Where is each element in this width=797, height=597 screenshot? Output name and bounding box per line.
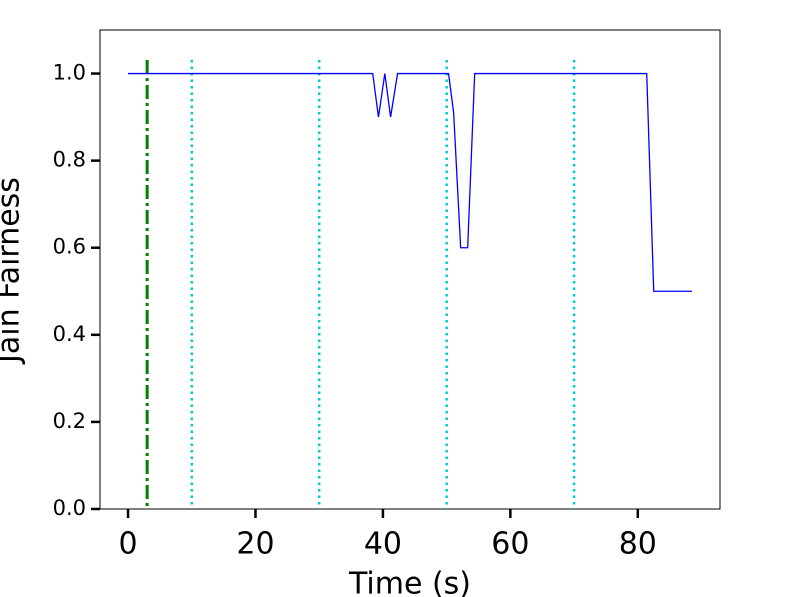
y-tick-label: 1.0	[53, 61, 86, 85]
data-line	[128, 72, 692, 292]
y-axis-label: Jain Fairness	[0, 177, 27, 365]
x-tick-label: 80	[619, 527, 657, 562]
x-tick-label: 60	[491, 527, 529, 562]
plot-frame	[99, 29, 721, 510]
x-tick-label: 0	[118, 527, 137, 562]
x-tick-label: 40	[364, 527, 402, 562]
y-tick-label: 0.2	[53, 409, 86, 433]
y-tick-label: 0.6	[53, 235, 86, 259]
y-tick-label: 0.8	[53, 148, 86, 172]
x-tick-label: 20	[236, 527, 274, 562]
x-axis-label: Time (s)	[348, 567, 471, 597]
y-tick-label: 0.0	[53, 496, 86, 520]
y-tick-label: 0.4	[53, 322, 86, 346]
